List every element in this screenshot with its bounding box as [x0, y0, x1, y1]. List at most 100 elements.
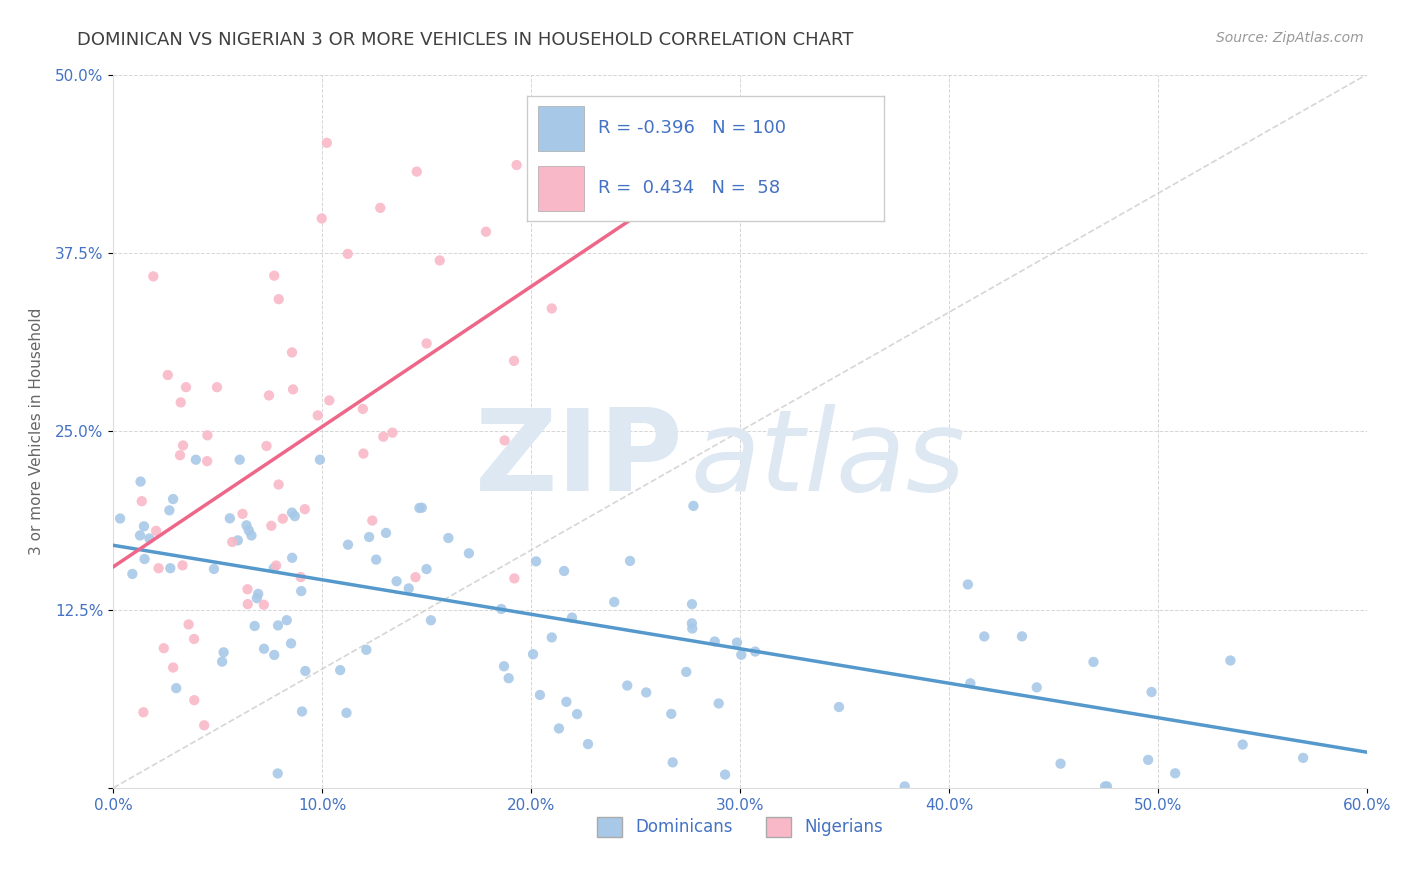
Point: [290, 570, 312, 584]
Point: [381, 425, 404, 440]
Point: [703, 634, 725, 648]
Point: [1011, 629, 1033, 643]
Point: [211, 655, 233, 669]
Point: [1219, 653, 1241, 667]
Point: [429, 253, 451, 268]
Point: [494, 434, 516, 448]
Point: [415, 336, 437, 351]
Point: [169, 448, 191, 462]
Point: [659, 706, 682, 721]
Point: [212, 645, 235, 659]
Point: [725, 635, 748, 649]
Point: [253, 598, 276, 612]
Point: [1095, 780, 1118, 794]
Point: [121, 566, 143, 581]
Point: [264, 558, 287, 573]
Point: [529, 688, 551, 702]
Point: [576, 737, 599, 751]
Point: [294, 502, 316, 516]
Point: [682, 499, 704, 513]
Point: [205, 380, 228, 394]
Point: [548, 722, 571, 736]
Point: [315, 136, 337, 150]
Point: [253, 641, 276, 656]
Point: [129, 528, 152, 542]
Point: [475, 225, 498, 239]
Point: [134, 552, 156, 566]
Point: [415, 562, 437, 576]
Point: [267, 766, 290, 780]
Point: [260, 518, 283, 533]
Point: [561, 610, 583, 624]
Point: [398, 582, 420, 596]
Point: [226, 533, 249, 548]
Point: [1094, 780, 1116, 794]
Point: [183, 632, 205, 646]
Point: [707, 697, 730, 711]
Point: [247, 587, 270, 601]
Point: [281, 550, 304, 565]
Point: [636, 685, 658, 699]
Point: [318, 393, 340, 408]
Y-axis label: 3 or more Vehicles in Household: 3 or more Vehicles in Household: [30, 308, 44, 555]
Point: [408, 500, 430, 515]
Point: [271, 511, 294, 525]
Point: [309, 452, 332, 467]
Point: [131, 494, 153, 508]
Point: [959, 676, 981, 690]
Point: [290, 584, 312, 599]
Point: [973, 630, 995, 644]
Point: [1137, 753, 1160, 767]
Point: [311, 211, 333, 226]
Point: [263, 648, 285, 662]
Point: [491, 602, 513, 616]
Point: [142, 269, 165, 284]
Point: [232, 507, 254, 521]
Point: [267, 477, 290, 491]
Point: [893, 780, 915, 794]
Point: [256, 439, 278, 453]
Point: [1140, 685, 1163, 699]
Point: [284, 509, 307, 524]
Point: [366, 552, 388, 566]
Point: [138, 532, 160, 546]
Point: [492, 659, 515, 673]
Point: [368, 201, 391, 215]
Point: [405, 570, 427, 584]
Text: ZIP: ZIP: [475, 404, 683, 516]
Point: [228, 452, 250, 467]
Point: [352, 401, 374, 416]
Point: [281, 345, 304, 359]
Point: [172, 438, 194, 452]
Point: [373, 430, 395, 444]
Point: [1049, 756, 1071, 771]
Point: [437, 531, 460, 545]
Point: [152, 641, 174, 656]
Point: [1232, 738, 1254, 752]
Point: [458, 546, 481, 560]
Point: [197, 428, 219, 442]
Point: [132, 519, 155, 533]
Point: [281, 506, 304, 520]
Point: [1083, 655, 1105, 669]
Point: [352, 446, 374, 460]
Point: [170, 395, 193, 409]
Point: [174, 380, 197, 394]
Point: [828, 700, 851, 714]
Point: [148, 561, 170, 575]
Point: [129, 475, 152, 489]
Point: [236, 597, 259, 611]
Point: [359, 530, 381, 544]
Point: [419, 613, 441, 627]
Point: [505, 158, 527, 172]
Point: [1292, 751, 1315, 765]
Point: [616, 679, 638, 693]
Point: [257, 388, 280, 402]
Point: [243, 619, 266, 633]
Point: [145, 524, 167, 538]
Point: [195, 454, 218, 468]
Point: [165, 681, 187, 695]
Point: [193, 718, 215, 732]
Point: [555, 695, 578, 709]
Point: [540, 301, 562, 316]
